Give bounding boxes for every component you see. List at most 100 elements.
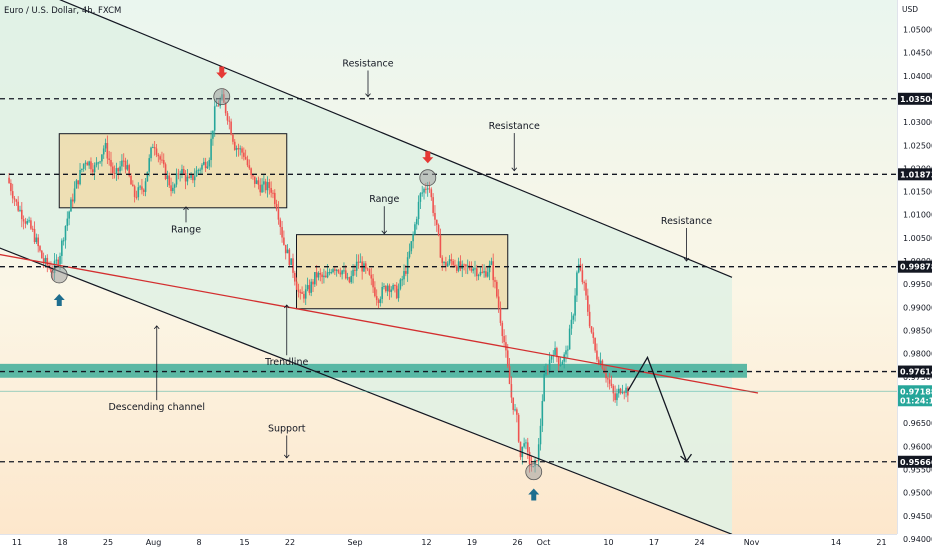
candle-body [62, 240, 65, 242]
candle-body [355, 261, 358, 271]
candle-body [124, 160, 127, 170]
candle-body [390, 289, 393, 293]
candle-body [148, 158, 151, 172]
candle-body [226, 113, 229, 121]
candle-body [517, 414, 520, 442]
candle-body [132, 184, 134, 187]
candle-body [534, 460, 536, 467]
candle-body [28, 220, 30, 222]
arrow-down-marker [216, 66, 228, 79]
x-tick-label: Sep [347, 538, 362, 547]
candle-body [21, 209, 23, 220]
candle-body [574, 295, 576, 316]
annotation-label: Resistance [342, 59, 393, 70]
candle-body [597, 359, 600, 365]
candle-body [255, 180, 258, 184]
candle-body [66, 218, 69, 227]
candle-body [452, 261, 454, 265]
x-tick-label: 17 [649, 538, 659, 547]
candle-body [44, 257, 47, 263]
candle-body [102, 148, 105, 155]
candle-body [137, 187, 140, 198]
candle-body [364, 263, 367, 269]
candle-body [161, 159, 163, 161]
candle-body [37, 237, 39, 247]
annotation-pointer-head [183, 206, 189, 211]
candle-body [443, 261, 445, 263]
candle-body [426, 188, 429, 190]
pivot-circle-1 [50, 266, 68, 284]
candle-body [372, 278, 374, 288]
candle-body [485, 271, 487, 277]
candle-body [603, 368, 606, 373]
candle-body [432, 197, 434, 213]
resistance-2-label: 1.01873 [900, 170, 932, 179]
candle-body [243, 152, 245, 157]
candle-body [304, 289, 307, 299]
candle-body [101, 154, 103, 162]
candle-body [474, 268, 476, 270]
candle-body [195, 170, 198, 177]
candle-body [81, 168, 83, 171]
candle-body [99, 161, 101, 163]
candle-body [465, 264, 467, 267]
channel-lower-line [0, 247, 733, 535]
candle-body [588, 311, 591, 327]
candle-body [455, 266, 458, 271]
candle-body [490, 261, 493, 265]
candle-body [434, 212, 436, 220]
candle-body [112, 166, 114, 174]
markers-layer [50, 66, 543, 501]
candle-body [383, 286, 385, 288]
projection-path [627, 355, 688, 462]
candle-body [499, 307, 502, 323]
candle-body [439, 235, 442, 258]
candle-body [303, 293, 305, 299]
candle-body [614, 393, 616, 401]
zone-level-label-bg [898, 365, 932, 378]
candle-body [215, 105, 218, 107]
candle-body [395, 285, 398, 299]
x-tick-label: 12 [421, 538, 431, 547]
candle-body [446, 263, 449, 267]
candle-body [587, 295, 589, 312]
annotation-pointer-head [511, 167, 518, 172]
candle-body [405, 271, 407, 274]
y-tick-label: 1.03000 [903, 118, 932, 127]
candle-body [130, 175, 132, 185]
time-axis[interactable]: 11 18 25 Aug 8 15 22 Sep 12 19 26 Oct 10 17 24 Nov 14 21 [12, 538, 887, 547]
candle-body [84, 162, 87, 164]
candle-body [317, 272, 320, 278]
x-tick-label: Nov [744, 538, 760, 547]
candle-body [275, 204, 278, 210]
arrow-up-marker [53, 294, 65, 307]
candle-body [284, 244, 287, 254]
candle-body [576, 272, 578, 296]
candle-body [503, 336, 505, 343]
candle-body [233, 141, 236, 150]
candle-body [366, 268, 369, 270]
candle-body [295, 281, 298, 290]
candle-body [286, 249, 289, 254]
candle-body [261, 184, 263, 193]
candle-body [501, 322, 504, 337]
annotation-label: Range [369, 194, 399, 205]
candle-body [374, 287, 376, 297]
candle-body [61, 240, 63, 256]
lines-layer [0, 0, 897, 535]
candle-body [264, 181, 267, 191]
candle-body [379, 298, 382, 303]
candle-body [119, 166, 121, 172]
candle-body [128, 165, 130, 176]
x-tick-label: 22 [285, 538, 295, 547]
candle-body [8, 177, 10, 183]
candle-body [181, 169, 183, 174]
support-resistance-zone [0, 363, 747, 378]
candle-body [421, 192, 424, 194]
candle-body [310, 281, 312, 293]
candle-body [170, 185, 172, 192]
